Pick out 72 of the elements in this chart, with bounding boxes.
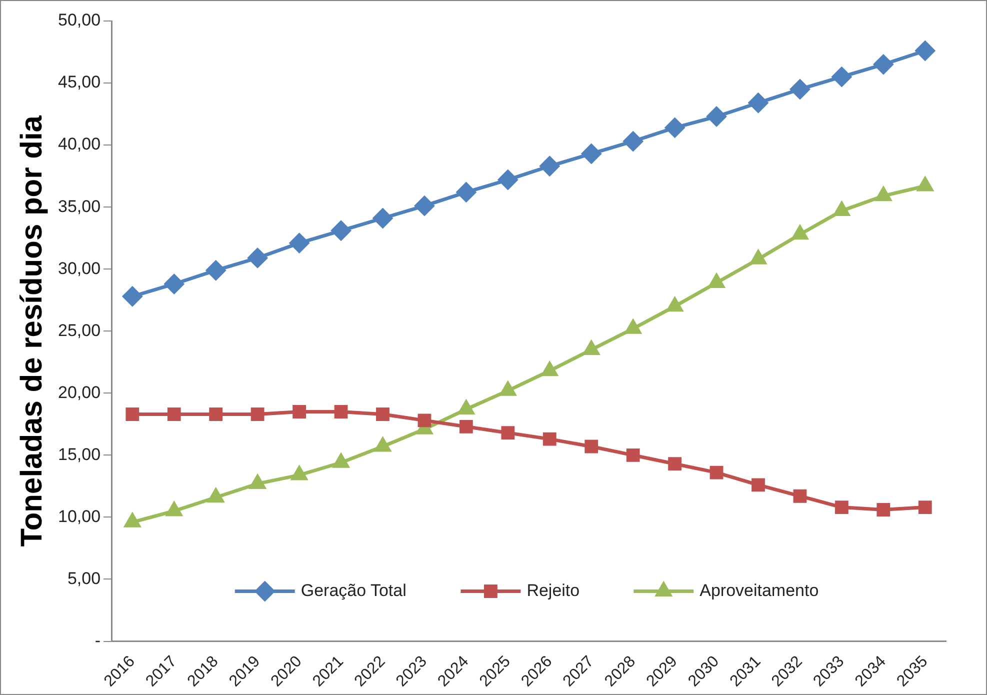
point <box>668 457 682 471</box>
point <box>582 144 602 164</box>
point <box>250 408 264 421</box>
point <box>793 489 807 503</box>
y-tick-label: 40,00 <box>58 134 101 154</box>
y-tick-label: 10,00 <box>58 506 101 526</box>
point <box>792 226 808 240</box>
point <box>542 432 556 446</box>
point <box>414 196 434 216</box>
point <box>166 502 182 516</box>
point <box>874 54 894 74</box>
point <box>706 106 726 126</box>
point <box>752 478 765 492</box>
point <box>290 233 310 253</box>
y-tick-label: 50,00 <box>58 10 101 30</box>
point <box>876 187 892 202</box>
point <box>459 420 473 434</box>
y-tick-label: 30,00 <box>58 258 101 278</box>
point <box>250 474 266 489</box>
point <box>167 408 181 421</box>
point <box>331 220 351 240</box>
point <box>876 503 890 516</box>
point <box>918 500 932 514</box>
point <box>625 320 641 334</box>
point <box>372 208 392 228</box>
point <box>206 260 226 280</box>
point <box>122 286 142 306</box>
point <box>584 440 598 454</box>
y-tick-label: 20,00 <box>58 382 101 402</box>
legend-label: Geração Total <box>300 580 406 600</box>
point <box>834 500 848 514</box>
point <box>834 202 850 216</box>
point <box>501 426 515 440</box>
point <box>126 408 140 421</box>
legend-label: Rejeito <box>526 580 580 600</box>
point <box>208 488 224 503</box>
point <box>790 79 810 99</box>
point <box>248 248 268 268</box>
point <box>540 156 560 176</box>
point <box>623 132 643 152</box>
point <box>708 274 724 288</box>
point <box>374 438 391 452</box>
point <box>626 448 640 462</box>
y-tick-label: 25,00 <box>58 320 101 340</box>
y-axis-title: Toneladas de resíduos por dia <box>15 115 48 547</box>
point <box>124 513 140 528</box>
point <box>498 170 518 190</box>
point <box>748 93 768 113</box>
point <box>500 382 516 396</box>
point <box>164 274 184 294</box>
y-tick-label: 15,00 <box>58 444 101 464</box>
point <box>333 454 349 468</box>
point <box>292 405 306 418</box>
point <box>917 177 933 192</box>
point <box>456 182 476 202</box>
y-tick-label: 35,00 <box>58 196 101 216</box>
legend-label: Aproveitamento <box>700 580 819 600</box>
y-tick-label: - <box>94 630 101 650</box>
point <box>666 298 683 312</box>
point <box>542 362 558 376</box>
point <box>291 466 308 480</box>
point <box>665 118 685 138</box>
point <box>832 67 852 87</box>
point <box>376 408 390 421</box>
point <box>458 400 474 415</box>
point <box>710 466 724 480</box>
point <box>418 414 432 428</box>
point <box>334 405 348 418</box>
point <box>209 408 223 421</box>
point <box>915 41 935 61</box>
y-tick-label: 5,00 <box>67 568 101 588</box>
y-tick-label: 45,00 <box>58 72 101 92</box>
